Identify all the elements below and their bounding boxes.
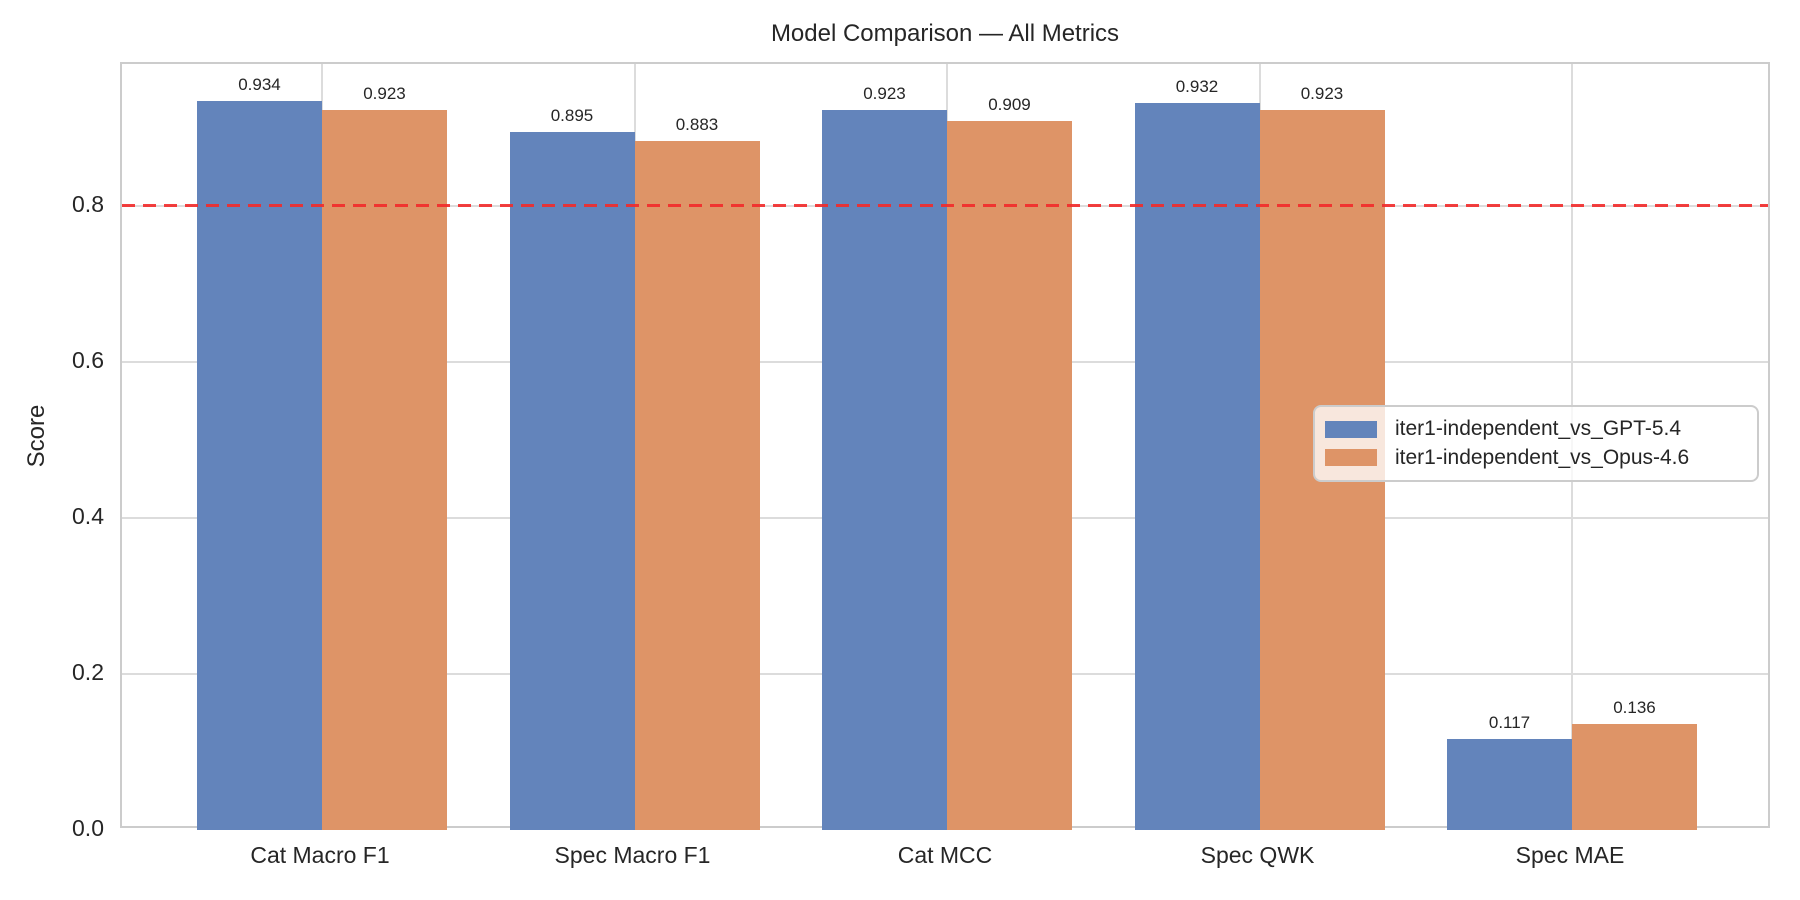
bar-value-label: 0.895: [550, 105, 594, 125]
bar-value-label: 0.117: [1488, 712, 1531, 732]
bar-value-label: 0.934: [238, 75, 281, 95]
bar-value-label: 0.909: [988, 94, 1031, 114]
bar-iter1-independent_vs_Opus-4.6: [634, 141, 760, 830]
bar-value-label: 0.932: [1175, 77, 1219, 96]
bar-iter1-independent_vs_Opus-4.6: [947, 120, 1072, 830]
y-tick-label: 0.4: [72, 502, 104, 529]
x-tick-label: Cat Macro F1: [250, 842, 390, 868]
x-tick-label: Spec MAE: [1515, 842, 1625, 868]
bar-iter1-independent_vs_Opus-4.6: [1572, 723, 1697, 830]
bar-iter1-independent_vs_Opus-4.6: [322, 110, 447, 830]
bar-value-label: 0.136: [1613, 697, 1656, 717]
bar-value-label: 0.923: [363, 84, 406, 104]
y-tick-label: 0.6: [72, 346, 104, 373]
chart-title: Model Comparison — All Metrics: [770, 20, 1120, 47]
x-tick-label: Spec QWK: [1200, 842, 1315, 868]
y-axis-label: Score: [23, 404, 50, 468]
y-tick-label: 0.2: [72, 658, 104, 685]
legend-item: iter1-independent_vs_GPT-5.4: [1325, 417, 1747, 441]
y-tick-label: 0.8: [72, 190, 104, 217]
bar-value-label: 0.923: [1300, 84, 1344, 104]
y-tick-label: 0.0: [72, 815, 104, 841]
x-tick-label: Cat MCC: [897, 842, 993, 868]
legend: iter1-independent_vs_GPT-5.4 iter1-indepe…: [1313, 405, 1759, 482]
bar-iter1-independent_vs_GPT-5.4: [1134, 103, 1260, 830]
bar-iter1-independent_vs_GPT-5.4: [1447, 738, 1572, 830]
bar-iter1-independent_vs_GPT-5.4: [822, 110, 947, 830]
x-tick-label: Spec Macro F1: [554, 842, 711, 868]
legend-label: iter1-independent_vs_Opus-4.6: [1395, 445, 1690, 469]
legend-item: iter1-independent_vs_Opus-4.6: [1325, 446, 1747, 470]
bar-iter1-independent_vs_GPT-5.4: [509, 131, 635, 830]
bar-value-label: 0.883: [675, 115, 719, 135]
legend-swatch-icon: [1325, 449, 1377, 467]
legend-label: iter1-independent_vs_GPT-5.4: [1395, 417, 1682, 441]
reference-line: [122, 204, 1768, 208]
bar-iter1-independent_vs_GPT-5.4: [197, 101, 322, 830]
legend-swatch-icon: [1325, 420, 1377, 438]
bar-value-label: 0.923: [863, 84, 906, 104]
